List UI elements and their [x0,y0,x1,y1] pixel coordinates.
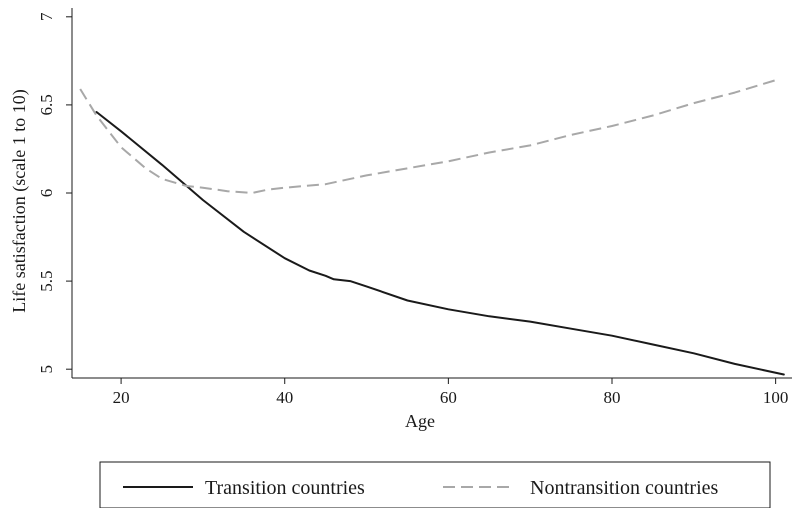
x-tick-label: 100 [763,388,789,407]
y-ticks: 5 5.5 6 6.5 7 [37,12,72,373]
legend-label-transition: Transition countries [205,477,365,499]
series-layer [79,79,785,376]
y-tick-label: 6.5 [37,94,56,115]
y-tick-label: 5 [37,365,56,374]
x-tick-label: 60 [440,388,457,407]
series-line-transition [95,111,785,376]
x-tick-label: 20 [113,388,130,407]
y-tick-label: 7 [37,12,56,21]
axes: 5 5.5 6 6.5 7 20 40 60 80 100 Life satisfaction … [9,8,792,431]
series-line-nontransition [79,79,776,194]
x-tick-label: 40 [276,388,293,407]
x-ticks: 20 40 60 80 100 [113,378,789,407]
y-tick-label: 5.5 [37,270,56,291]
x-axis-title: Age [405,411,435,431]
legend-box [99,461,771,508]
y-axis-title: Life satisfaction (scale 1 to 10) [9,89,30,312]
legend-label-nontransition: Nontransition countries [530,477,719,499]
legend: Transition countries Nontransition count… [99,461,771,508]
y-tick-label: 6 [37,189,56,198]
x-tick-label: 80 [604,388,621,407]
